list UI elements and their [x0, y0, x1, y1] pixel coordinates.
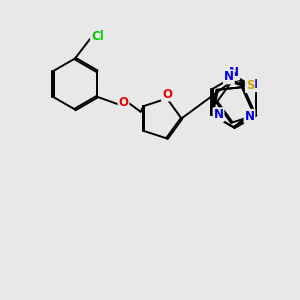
Text: N: N: [229, 66, 239, 80]
Text: O: O: [162, 88, 172, 100]
Text: Cl: Cl: [91, 29, 104, 43]
Text: O: O: [118, 96, 128, 109]
Text: N: N: [244, 110, 254, 123]
Text: N: N: [214, 108, 224, 121]
Text: N: N: [224, 70, 234, 83]
Text: N: N: [248, 78, 258, 91]
Text: S: S: [246, 79, 254, 92]
